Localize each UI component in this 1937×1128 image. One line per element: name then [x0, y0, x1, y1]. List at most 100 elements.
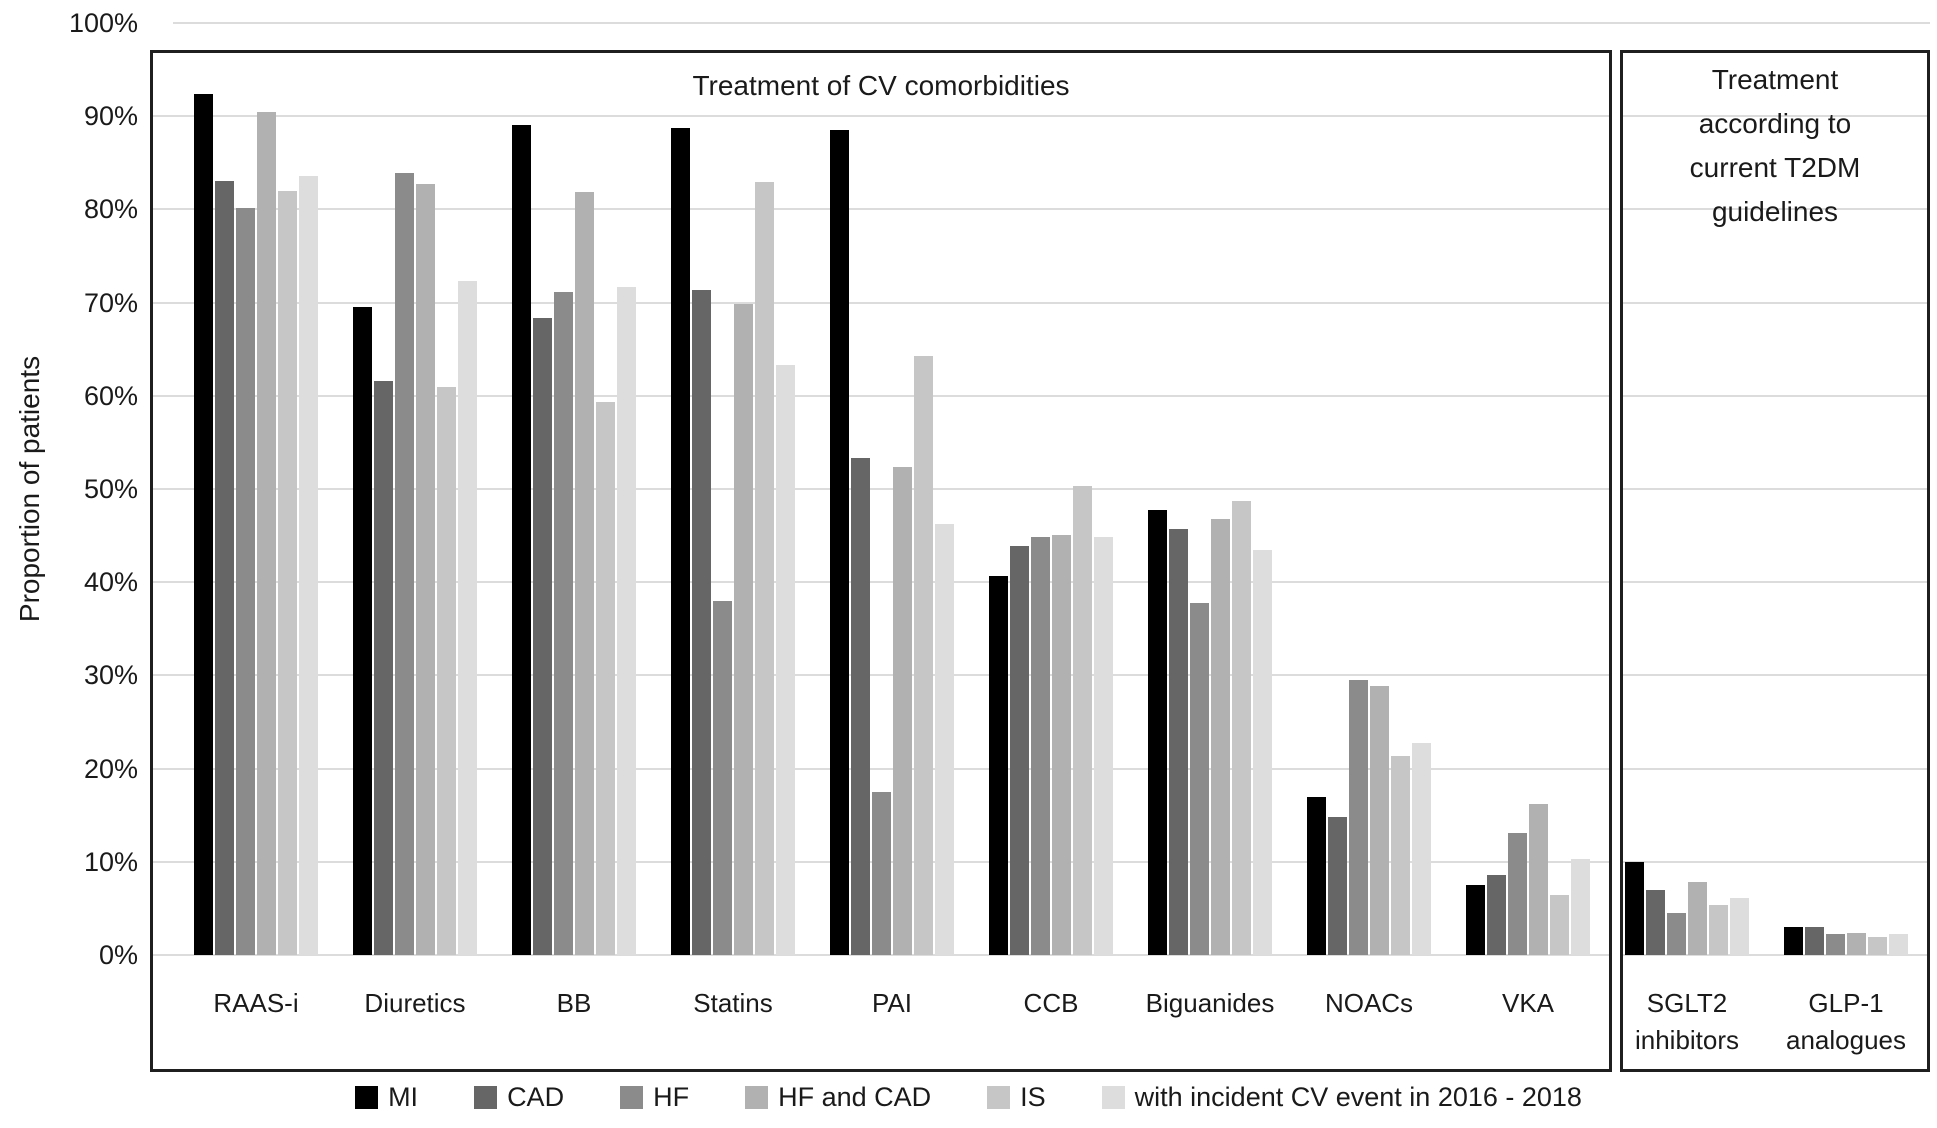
legend-label: HF and CAD [778, 1081, 932, 1112]
bar-statins-s5 [776, 365, 795, 955]
bar-raas-i-s2 [236, 207, 255, 955]
bar-noacs-s4 [1391, 756, 1410, 955]
bar-biguanides-s4 [1232, 501, 1251, 955]
legend-item: MI [355, 1082, 418, 1113]
bar-biguanides-s5 [1253, 549, 1272, 955]
legend-item: HF and CAD [745, 1082, 931, 1113]
bar-glp-1-analogues-s1 [1805, 927, 1824, 955]
guidelines-panel-title: Treatment according to current T2DM guid… [1689, 64, 1861, 227]
y-tick-label: 100% [68, 8, 138, 38]
gridline [1623, 954, 1927, 956]
bar-bb-s2 [554, 292, 573, 955]
bar-biguanides-s0 [1148, 509, 1167, 955]
category-label: RAAS-i [213, 988, 299, 1018]
category-label: SGLT2 inhibitors [1634, 988, 1740, 1055]
gridline [1623, 488, 1927, 490]
category-label: GLP-1 analogues [1786, 988, 1906, 1055]
bar-vka-s3 [1529, 804, 1548, 955]
bar-glp-1-analogues-s3 [1847, 932, 1866, 955]
bar-vka-s0 [1466, 885, 1485, 955]
category-label: VKA [1501, 988, 1555, 1018]
y-tick-label: 20% [83, 753, 138, 784]
bar-sglt2-inhibitors-s3 [1688, 882, 1707, 955]
gridline [1623, 860, 1927, 863]
legend-swatch-icon [620, 1085, 644, 1109]
bar-ccb-s3 [1052, 534, 1071, 955]
gridline [1623, 301, 1927, 304]
bar-vka-s4 [1550, 895, 1569, 955]
legend-swatch-icon [474, 1085, 498, 1109]
bar-vka-s5 [1571, 859, 1590, 955]
gridline [1623, 115, 1927, 118]
bar-ccb-s4 [1073, 486, 1092, 955]
bar-noacs-s2 [1349, 680, 1368, 955]
legend-item: CAD [474, 1082, 564, 1113]
gridline [153, 674, 1609, 677]
bar-statins-s1 [692, 289, 711, 955]
y-tick-label: 0% [98, 940, 138, 970]
bar-pai-s0 [830, 130, 849, 955]
bar-ccb-s2 [1031, 536, 1050, 955]
legend-label: IS [1020, 1081, 1046, 1112]
guidelines-panel-border [1620, 50, 1930, 1072]
bar-raas-i-s1 [215, 180, 234, 955]
bar-bb-s3 [575, 191, 594, 955]
y-tick-label: 60% [83, 380, 138, 411]
bar-sglt2-inhibitors-s1 [1646, 889, 1665, 955]
y-tick-label: 10% [83, 846, 138, 877]
category-label: BB [556, 988, 592, 1018]
gridline [1623, 208, 1927, 211]
legend: MI CAD HF HF and CAD IS with incident CV even… [0, 1074, 1937, 1120]
gridline [153, 954, 1609, 956]
category-label: PAI [872, 988, 912, 1018]
gridline [1623, 394, 1927, 397]
bar-diuretics-s5 [458, 281, 477, 955]
bar-sglt2-inhibitors-s2 [1667, 913, 1686, 955]
legend-label: HF [653, 1081, 690, 1112]
bar-ccb-s5 [1094, 536, 1113, 955]
bar-bb-s0 [512, 124, 531, 955]
y-tick-label: 50% [83, 474, 138, 504]
gridline [153, 115, 1609, 118]
gridline [153, 581, 1609, 584]
bar-ccb-s0 [989, 575, 1008, 955]
main-panel-border [150, 50, 1612, 1072]
y-tick-label: 90% [83, 101, 138, 132]
bar-raas-i-s3 [257, 111, 276, 955]
y-tick-label: 80% [83, 194, 138, 225]
bar-noacs-s0 [1307, 797, 1326, 955]
legend-label: CAD [507, 1081, 565, 1112]
bar-statins-s2 [713, 600, 732, 955]
gridline [153, 208, 1609, 211]
bar-diuretics-s2 [395, 173, 414, 955]
category-label: NOACs [1324, 988, 1414, 1018]
bar-raas-i-s0 [194, 93, 213, 955]
bar-noacs-s5 [1412, 743, 1431, 955]
bar-diuretics-s1 [374, 380, 393, 955]
gridline [153, 394, 1609, 397]
bar-raas-i-s5 [299, 175, 318, 955]
gridline [1623, 581, 1927, 584]
bar-glp-1-analogues-s2 [1826, 934, 1845, 955]
bar-glp-1-analogues-s0 [1784, 927, 1803, 955]
legend-swatch-icon [355, 1085, 379, 1109]
gridline [1623, 674, 1927, 677]
bar-vka-s2 [1508, 832, 1527, 955]
legend-item: with incident CV event in 2016 - 2018 [1101, 1081, 1582, 1113]
bar-pai-s3 [893, 466, 912, 955]
bar-bb-s1 [533, 317, 552, 955]
bar-raas-i-s4 [278, 190, 297, 955]
bar-glp-1-analogues-s5 [1889, 933, 1908, 955]
legend-item: HF [620, 1082, 689, 1113]
y-tick-label: 70% [83, 287, 138, 318]
legend-swatch-icon [987, 1085, 1011, 1109]
bar-bb-s4 [596, 402, 615, 955]
bar-vka-s1 [1487, 874, 1506, 955]
legend-label: with incident CV event in 2016 - 2018 [1134, 1081, 1582, 1112]
category-label: Statins [693, 988, 773, 1018]
legend-label: MI [388, 1081, 419, 1112]
bar-glp-1-analogues-s4 [1868, 937, 1887, 955]
bar-biguanides-s2 [1190, 602, 1209, 955]
main-panel-title: Treatment of CV comorbidities [692, 70, 1070, 101]
